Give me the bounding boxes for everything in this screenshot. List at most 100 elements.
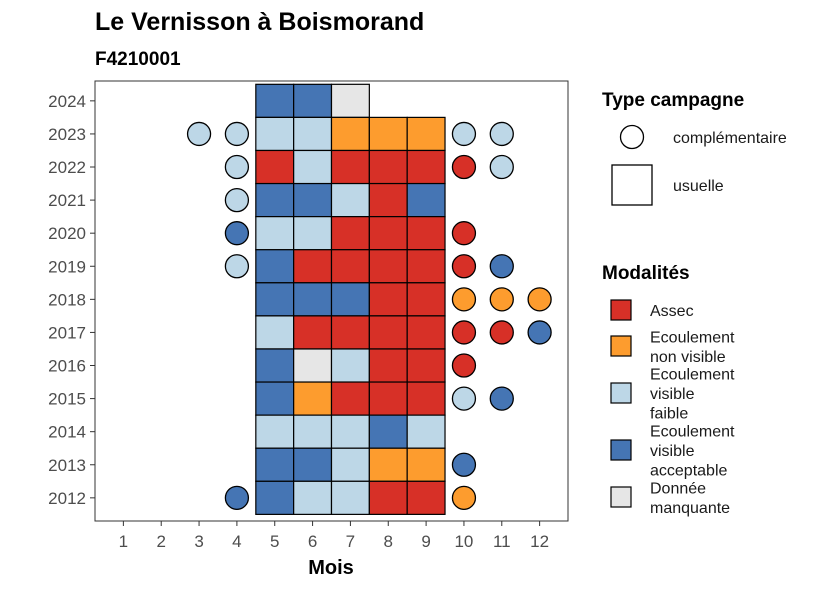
usuelle-cell [293,348,333,383]
usuelle-cell [255,83,295,118]
complementaire-point [224,187,250,213]
legend-modalite-label: non visible [650,349,726,366]
usuelle-cell [368,315,408,350]
complementaire-point [451,485,477,510]
usuelle-cell [406,149,446,185]
x-tick-label: 10 [454,532,473,551]
complementaire-point [224,154,250,180]
complementaire-point [451,452,477,477]
legend-type-campagne: complémentaire usuelle [611,124,787,206]
complementaire-point [489,386,514,411]
usuelle-cell [255,447,295,482]
usuelle-cell [293,480,333,515]
y-tick-label: 2024 [48,92,86,111]
y-tick-label: 2016 [48,357,86,376]
y-tick-label: 2013 [48,456,86,475]
complementaire-point [489,254,514,279]
usuelle-cell [255,149,295,185]
usuelle-cell [368,414,408,449]
complementaire-point [489,287,514,312]
usuelle-cell [406,216,446,251]
y-tick-label: 2022 [48,158,86,177]
legend-modalite-label: Assec [650,303,694,320]
complementaire-point [527,287,552,312]
complementaire-point [527,320,552,345]
y-tick-label: 2020 [48,224,86,243]
y-tick-label: 2018 [48,290,86,309]
y-tick-label: 2019 [48,257,86,276]
usuelle-cell [293,447,333,482]
y-tick-label: 2021 [48,191,86,210]
legend-modalite-label: Donnée [650,480,706,497]
usuelle-cell [330,348,370,383]
usuelle-cell [330,116,370,152]
usuelle-cell [255,381,295,416]
usuelle-cell [255,315,295,350]
usuelle-cell [330,83,370,118]
usuelle-cell [330,149,370,185]
usuelle-cell [293,282,333,317]
usuelle-cell [293,216,333,251]
legend-square-swatch [611,164,653,206]
usuelle-cell [330,249,370,284]
legend-modalite-label: visible [650,386,695,403]
x-tick-label: 5 [270,532,279,551]
complementaire-point [489,154,514,180]
usuelle-cell [368,348,408,383]
y-tick-label: 2014 [48,423,86,442]
usuelle-cell [293,414,333,449]
x-axis-title: Mois [308,557,354,579]
usuelle-cell [406,414,446,449]
complementaire-point [451,287,477,312]
y-tick-label: 2017 [48,323,86,342]
usuelle-cell [406,315,446,350]
usuelle-cell [293,83,333,118]
usuelle-cell [255,282,295,317]
usuelle-cell [330,381,370,416]
usuelle-cell [406,480,446,515]
plot-panel-border [94,80,569,522]
usuelle-cell [255,116,295,152]
usuelle-cell [330,480,370,515]
complementaire-point [451,254,477,279]
usuelle-cell [368,480,408,515]
complementaire-point [451,121,477,147]
usuelle-cell [368,381,408,416]
usuelle-cell [368,182,408,218]
legend-modalite-swatch [610,335,632,357]
usuelle-cell [330,282,370,317]
legend-modalite-swatch [610,486,632,508]
chart-title: Le Vernisson à Boismorand [95,8,424,36]
usuelle-cell [330,182,370,218]
usuelle-cell [330,447,370,482]
legend-modalites-title: Modalités [602,263,690,284]
usuelle-cell [293,315,333,350]
legend-modalite-label: faible [650,406,688,423]
usuelle-cell [330,216,370,251]
complementaire-point [451,320,477,345]
usuelle-cells [255,83,446,515]
x-tick-label: 12 [530,532,549,551]
usuelle-cell [255,182,295,218]
usuelle-cell [406,282,446,317]
complementaire-point [224,254,250,279]
x-tick-label: 7 [346,532,355,551]
x-tick-label: 8 [384,532,393,551]
usuelle-cell [368,282,408,317]
usuelle-cell [330,315,370,350]
usuelle-cell [293,149,333,185]
legend-modalite-swatch [610,299,632,321]
usuelle-cell [368,216,408,251]
usuelle-cell [368,116,408,152]
complementaire-point [489,121,514,147]
y-tick-label: 2023 [48,125,86,144]
complementaire-point [451,353,477,378]
legend-modalite-swatch [610,439,632,461]
complementaire-point [451,386,477,411]
legend-type-title: Type campagne [602,90,744,111]
usuelle-cell [406,381,446,416]
x-tick-label: 1 [119,532,128,551]
usuelle-cell [406,447,446,482]
